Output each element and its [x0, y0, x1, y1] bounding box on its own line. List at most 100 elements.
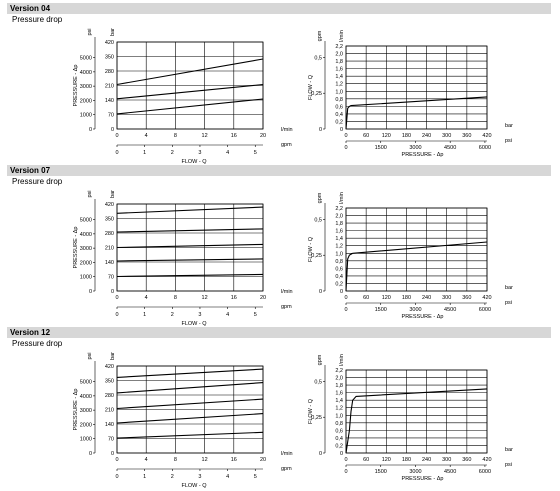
x-axis-label: PRESSURE - Δp: [402, 314, 444, 320]
y-tick-label: 0,2: [335, 443, 343, 449]
x-tick-label: 420: [482, 133, 491, 139]
secondary-x-tick-label: 4: [226, 474, 229, 480]
y-tick-label: 210: [105, 84, 114, 90]
y-tick-label: 0,8: [335, 421, 343, 427]
x-tick-label: 240: [422, 133, 431, 139]
y-tick-label: 1,4: [335, 74, 343, 80]
secondary-x-unit: psi: [505, 462, 512, 468]
secondary-x-tick-label: 6000: [479, 469, 491, 475]
y-tick-label: 420: [105, 202, 114, 208]
secondary-y-tick-label: 3000: [80, 408, 92, 414]
secondary-y-tick-label: 2000: [80, 422, 92, 428]
section-subtitle: Pressure drop: [12, 177, 63, 186]
secondary-x-tick-label: 0: [115, 312, 118, 318]
y-tick-label: 0,2: [335, 281, 343, 287]
secondary-y-tick-label: 0,5: [314, 217, 322, 223]
primary-y-unit: l/min: [339, 30, 345, 42]
x-tick-label: 4: [145, 133, 148, 139]
secondary-x-tick-label: 0: [344, 145, 347, 151]
series-line: [116, 413, 264, 424]
secondary-y-tick-label: 0: [89, 127, 92, 133]
y-tick-label: 1,2: [335, 244, 343, 250]
y-tick-label: 0,6: [335, 266, 343, 272]
primary-x-unit: l/min: [281, 451, 293, 457]
secondary-y-tick-label: 0: [89, 451, 92, 457]
secondary-y-tick-label: 0,25: [311, 91, 322, 97]
secondary-x-tick-label: 6000: [479, 145, 491, 151]
secondary-x-tick-label: 1: [143, 312, 146, 318]
y-tick-label: 1,6: [335, 67, 343, 73]
x-tick-label: 0: [115, 295, 118, 301]
secondary-x-tick-label: 4: [226, 312, 229, 318]
secondary-y-unit: gpm: [317, 192, 323, 203]
y-tick-label: 1,8: [335, 59, 343, 65]
secondary-y-tick-label: 2000: [80, 260, 92, 266]
secondary-x-tick-label: 3000: [409, 469, 421, 475]
section-subtitle: Pressure drop: [12, 339, 63, 348]
secondary-y-unit: psi: [87, 28, 93, 35]
secondary-x-tick-label: 1: [143, 474, 146, 480]
secondary-y-tick-label: 3000: [80, 84, 92, 90]
x-axis-label: FLOW - Q: [181, 159, 207, 165]
secondary-y-tick-label: 0: [319, 127, 322, 133]
y-tick-label: 2,2: [335, 206, 343, 212]
series-line: [345, 96, 488, 130]
y-tick-label: 420: [105, 364, 114, 370]
y-tick-label: 0: [111, 289, 114, 295]
secondary-x-tick-label: 0: [115, 150, 118, 156]
section-title: Version 07: [7, 165, 551, 176]
primary-x-unit: l/min: [281, 289, 293, 295]
x-tick-label: 0: [344, 295, 347, 301]
secondary-x-tick-label: 6000: [479, 307, 491, 313]
primary-x-unit: bar: [505, 285, 513, 291]
x-axis-label: PRESSURE - Δp: [402, 476, 444, 482]
secondary-y-tick-label: 5000: [80, 56, 92, 62]
secondary-x-unit: gpm: [281, 142, 292, 148]
secondary-y-tick-label: 0,25: [311, 253, 322, 259]
secondary-x-tick-label: 4500: [444, 307, 456, 313]
y-tick-label: 140: [105, 98, 114, 104]
y-axis-label: PRESSURE - Δp: [73, 227, 79, 269]
y-tick-label: 0,6: [335, 428, 343, 434]
secondary-x-tick-label: 4: [226, 150, 229, 156]
series-line: [116, 273, 264, 278]
series-line: [116, 431, 264, 439]
y-tick-label: 350: [105, 379, 114, 385]
x-tick-label: 420: [482, 457, 491, 463]
secondary-x-unit: gpm: [281, 304, 292, 310]
secondary-x-tick-label: 4500: [444, 145, 456, 151]
plot-frame: [345, 207, 488, 292]
y-tick-label: 0: [111, 451, 114, 457]
y-tick-label: 0,4: [335, 112, 343, 118]
series-line: [116, 206, 264, 214]
x-tick-label: 0: [115, 457, 118, 463]
y-tick-label: 1,4: [335, 236, 343, 242]
section-title: Version 12: [7, 327, 551, 338]
series-line: [116, 58, 264, 86]
secondary-x-tick-label: 4500: [444, 469, 456, 475]
secondary-x-tick-label: 0: [115, 474, 118, 480]
y-tick-label: 2,0: [335, 52, 343, 58]
x-tick-label: 360: [462, 295, 471, 301]
secondary-x-unit: psi: [505, 300, 512, 306]
x-tick-label: 300: [442, 457, 451, 463]
secondary-x-tick-label: 5: [254, 312, 257, 318]
primary-y-unit: bar: [110, 28, 116, 36]
x-tick-label: 20: [260, 457, 266, 463]
x-tick-label: 12: [202, 295, 208, 301]
series-line: [116, 243, 264, 249]
section-subtitle: Pressure drop: [12, 15, 63, 24]
series-line: [116, 368, 264, 378]
y-tick-label: 0: [340, 127, 343, 133]
y-tick-label: 70: [108, 275, 114, 281]
series-line: [116, 258, 264, 262]
y-axis-label: FLOW - Q: [308, 74, 314, 100]
x-tick-label: 60: [363, 295, 369, 301]
x-tick-label: 8: [174, 295, 177, 301]
x-tick-label: 20: [260, 133, 266, 139]
y-tick-label: 2,2: [335, 368, 343, 374]
secondary-x-tick-label: 2: [171, 474, 174, 480]
secondary-y-tick-label: 0: [319, 289, 322, 295]
